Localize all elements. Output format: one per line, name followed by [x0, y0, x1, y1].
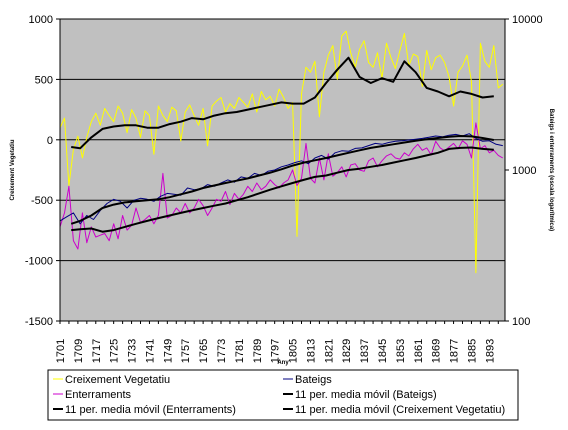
legend-label: Creixement Vegetatiu	[65, 374, 170, 386]
legend-label: 11 per. media móvil (Enterraments)	[65, 404, 236, 416]
legend-label: 11 per. media móvil (Creixement Vegetati…	[295, 404, 505, 416]
x-tick-label: 1893	[484, 339, 496, 363]
right-tick-label: 10000	[512, 14, 543, 26]
x-axis-label: Any	[277, 360, 289, 366]
left-tick-label: 1000	[29, 14, 53, 26]
x-tick-label: 1725	[109, 339, 121, 363]
left-tick-label: -500	[31, 195, 53, 207]
x-tick-label: 1877	[449, 339, 461, 363]
series-line-11-per-media-m-vil-creixement-vegetatiu	[71, 56, 494, 150]
x-axis-ticks: 1701 1709 1717 1725 1733 1741 1749 1757 1765 1773…	[55, 321, 499, 363]
x-tick-label: 1845	[377, 339, 389, 363]
x-tick-label: 1709	[73, 339, 85, 363]
left-tick-label: -1500	[25, 316, 53, 328]
x-tick-label: 1797	[270, 339, 282, 363]
x-tick-label: 1701	[55, 339, 67, 363]
legend: Creixement Vegetatiu Bateigs Enterraments 1…	[47, 369, 519, 421]
x-tick-label: 1789	[252, 339, 264, 363]
x-tick-label: 1805	[288, 339, 300, 363]
x-tick-label: 1757	[180, 339, 192, 363]
x-tick-label: 1717	[91, 339, 103, 363]
x-tick-label: 1861	[413, 339, 425, 363]
plot-background	[60, 19, 505, 321]
series-line-11-per-media-m-vil-enterraments	[71, 146, 494, 233]
x-tick-label: 1853	[395, 339, 407, 363]
right-axis-ticks: 100 1000 10000	[505, 14, 543, 328]
series-line-11-per-media-m-vil-bateigs	[70, 135, 494, 225]
legend-label: Enterraments	[65, 389, 132, 401]
x-tick-label: 1869	[431, 339, 443, 363]
left-tick-label: 0	[47, 135, 53, 147]
x-tick-label: 1773	[216, 339, 228, 363]
right-tick-label: 100	[512, 316, 530, 328]
x-tick-label: 1813	[305, 339, 317, 363]
x-tick-label: 1749	[162, 339, 174, 363]
left-tick-label: -1000	[25, 256, 53, 268]
x-tick-label: 1821	[323, 339, 335, 363]
right-tick-label: 1000	[512, 165, 536, 177]
x-tick-label: 1781	[234, 339, 246, 363]
left-axis-ticks: -1500 -1000 -500 0 500 1000	[25, 14, 60, 328]
legend-label: 11 per. media móvil (Bateigs)	[295, 389, 437, 401]
x-tick-label: 1837	[359, 339, 371, 363]
x-tick-label: 1885	[466, 339, 478, 363]
left-axis-label: Creixement Vegetatiu	[10, 139, 16, 200]
series-layer	[59, 30, 504, 274]
x-tick-label: 1765	[198, 339, 210, 363]
x-tick-label: 1733	[127, 339, 139, 363]
right-axis-label: Bateigs i enterraments (escala logarítmi…	[548, 109, 554, 231]
legend-label: Bateigs	[295, 374, 332, 386]
series-line-bateigs	[59, 133, 503, 225]
x-tick-label: 1829	[341, 339, 353, 363]
left-tick-label: 500	[35, 74, 53, 86]
series-line-creixement-vegetatiu	[59, 30, 504, 274]
x-tick-label: 1741	[144, 339, 156, 363]
